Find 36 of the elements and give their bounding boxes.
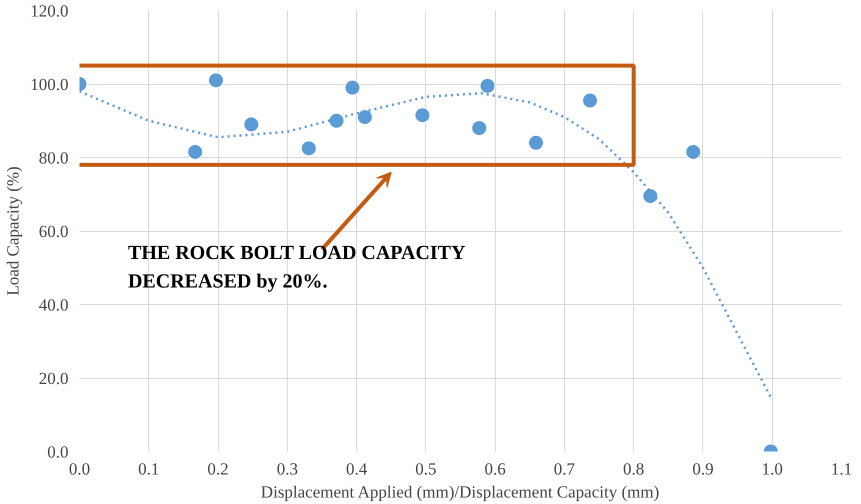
point [414,107,430,124]
y-tick-label: 0.0 [47,442,68,462]
x-tick-label: 0.5 [415,460,436,478]
point [208,72,224,88]
x-tick-label: 0.9 [692,460,714,478]
x-tick-label: 0.0 [68,460,90,478]
point [187,144,204,160]
y-axis-title: Load Capacity (%) [3,166,22,296]
x-tick-label: 1.0 [762,460,783,478]
point [243,116,260,132]
x-axis-title: Displacement Applied (mm)/Displacement Capacity (mm) [260,482,660,502]
y-tick-label: 60.0 [38,222,68,241]
x-tick-label: 0.2 [207,460,229,478]
x-tick-label: 0.4 [346,460,368,478]
x-tick-label: 0.7 [554,460,576,478]
point [328,112,344,129]
y-tick-label: 100.0 [30,75,68,94]
y-tick-label: 80.0 [38,148,68,168]
x-tick-label: 1.1 [830,460,852,478]
point [480,78,496,94]
point [685,144,702,160]
point [471,120,488,136]
x-tick-label: 0.1 [138,460,160,478]
point [300,140,317,156]
point [344,80,360,96]
annotation: THE ROCK BOLT LOAD CAPACITY DECREASED by 20%. [128,242,466,293]
point [356,109,373,126]
x-tick-label: 0.8 [623,460,644,478]
y-tick-label: 120.0 [30,2,68,20]
x-tick-label: 0.6 [484,460,506,478]
point [582,92,598,109]
y-tick-label: 40.0 [38,296,68,314]
x-tick-label: 0.3 [276,460,298,478]
point [528,134,544,151]
y-tick-label: 20.0 [38,369,68,388]
point [642,188,658,204]
